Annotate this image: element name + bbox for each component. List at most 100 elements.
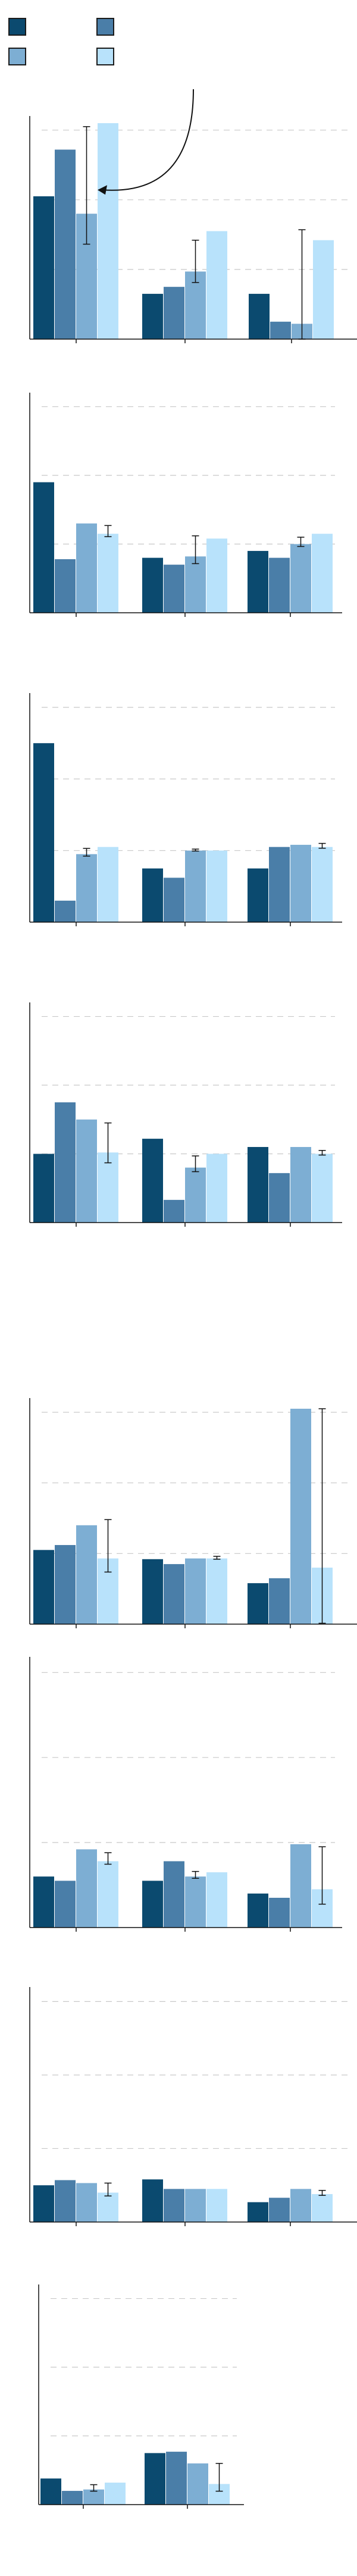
- bar-s3-c3: [290, 1844, 311, 1928]
- bar-s1-c1: [33, 196, 54, 339]
- bar-s1-c1: [33, 482, 54, 613]
- bar-s4-c3: [312, 1154, 333, 1223]
- bar-s1-c1: [33, 2185, 54, 2222]
- bar-s2-c3: [269, 2198, 290, 2222]
- bar-s3-c1: [76, 854, 97, 922]
- bar-s1-c3: [248, 1146, 268, 1223]
- bar-s1-c2: [142, 1559, 163, 1624]
- chart-panel-8: [38, 2284, 244, 2509]
- bar-s4-c2: [206, 538, 227, 613]
- bar-s1-c2: [142, 1881, 163, 1928]
- legend-item-series-2: [96, 18, 174, 38]
- bar-s1-c3: [248, 1583, 268, 1624]
- legend-swatch-series-2: [96, 18, 114, 36]
- bar-s2-c1: [62, 2490, 83, 2505]
- bar-s3-c3: [290, 1408, 311, 1624]
- bar-s2-c1: [55, 2180, 76, 2222]
- bar-s3-c2: [185, 556, 206, 613]
- legend-swatch-series-4: [96, 48, 114, 65]
- chart-panel-2: [29, 393, 342, 617]
- bar-s2-c3: [269, 557, 290, 613]
- bar-s4-c3: [312, 534, 333, 613]
- chart-panel-1: [29, 89, 357, 343]
- bar-s2-c2: [164, 2189, 184, 2222]
- bar-s1-c3: [249, 293, 270, 339]
- bar-s4-c2: [206, 1154, 227, 1223]
- chart-panel-5: [29, 1398, 357, 1628]
- bar-s1-c3: [248, 2202, 268, 2222]
- bar-s3-c3: [290, 845, 311, 922]
- chart-panel-6: [29, 1657, 342, 1932]
- bar-s4-c2: [206, 2189, 227, 2222]
- bar-s3-c3: [290, 1146, 311, 1223]
- bar-s3-c1: [76, 1525, 97, 1624]
- annotation-arrow: [102, 89, 194, 191]
- bar-s2-c3: [269, 1578, 290, 1624]
- legend-swatch-series-3: [8, 48, 26, 65]
- bar-s2-c2: [164, 1564, 184, 1624]
- bar-s2-c1: [55, 149, 76, 340]
- bar-s1-c1: [33, 1154, 54, 1223]
- bar-s1-c3: [248, 551, 268, 613]
- annotation-arrowhead: [98, 185, 107, 195]
- bar-s4-c1: [98, 123, 118, 339]
- bar-s2-c1: [55, 900, 76, 922]
- bar-s2-c3: [270, 321, 291, 339]
- legend-item-series-3: [8, 48, 86, 68]
- bar-s4-c2: [206, 1558, 227, 1624]
- bar-s1-c2: [142, 1139, 163, 1223]
- bar-s4-c1: [98, 1152, 118, 1223]
- bar-s2-c2: [164, 1861, 184, 1928]
- bar-s1-c3: [248, 1893, 268, 1928]
- bar-s1-c3: [248, 868, 268, 922]
- bar-s2-c3: [269, 1897, 290, 1928]
- bar-s4-c2: [206, 850, 227, 922]
- bar-s3-c1: [76, 1849, 97, 1928]
- bar-s4-c3: [313, 240, 334, 339]
- bar-s1-c2: [142, 293, 163, 339]
- bar-s1-c2: [142, 557, 163, 613]
- bar-s3-c1: [76, 1119, 97, 1223]
- bar-s4-c3: [312, 2194, 333, 2222]
- bar-s3-c3: [290, 544, 311, 613]
- bar-s4-c1: [105, 2483, 126, 2505]
- bar-s1-c2: [145, 2453, 165, 2505]
- bar-s4-c1: [98, 534, 118, 613]
- bar-s2-c3: [269, 1173, 290, 1223]
- bar-s3-c3: [290, 2189, 311, 2222]
- bar-s1-c1: [33, 1550, 54, 1624]
- bar-s3-c1: [76, 523, 97, 613]
- legend: [8, 18, 127, 71]
- bar-s1-c2: [142, 2179, 163, 2222]
- bar-s3-c1: [83, 2489, 104, 2505]
- bar-s4-c1: [98, 847, 118, 922]
- bar-s3-c2: [185, 2189, 206, 2222]
- bar-s2-c1: [55, 1102, 76, 1223]
- bar-s3-c2: [185, 1167, 206, 1223]
- bar-s3-c1: [76, 2183, 97, 2222]
- bar-s1-c1: [40, 2478, 61, 2505]
- legend-item-series-1: [8, 18, 86, 38]
- bar-s2-c3: [269, 847, 290, 922]
- bar-s4-c1: [98, 2192, 118, 2222]
- bar-s2-c1: [55, 1881, 76, 1928]
- bar-s4-c2: [206, 231, 227, 339]
- bar-s2-c2: [164, 878, 184, 922]
- chart-panel-7: [29, 1987, 357, 2226]
- bar-s4-c3: [312, 847, 333, 922]
- bar-s2-c2: [164, 287, 184, 339]
- bar-s3-c2: [185, 1876, 206, 1928]
- bar-s2-c2: [166, 2452, 187, 2505]
- bar-s2-c1: [55, 1545, 76, 1624]
- chart-panel-3: [29, 693, 342, 926]
- legend-item-series-4: [96, 48, 174, 68]
- bar-s1-c2: [142, 868, 163, 922]
- bar-s4-c1: [98, 1861, 118, 1928]
- bar-s3-c2: [185, 1558, 206, 1624]
- bar-s3-c2: [187, 2463, 208, 2505]
- bar-s2-c1: [55, 559, 76, 613]
- legend-swatch-series-1: [8, 18, 26, 36]
- bar-s2-c2: [164, 565, 184, 613]
- bar-s1-c1: [33, 1876, 54, 1928]
